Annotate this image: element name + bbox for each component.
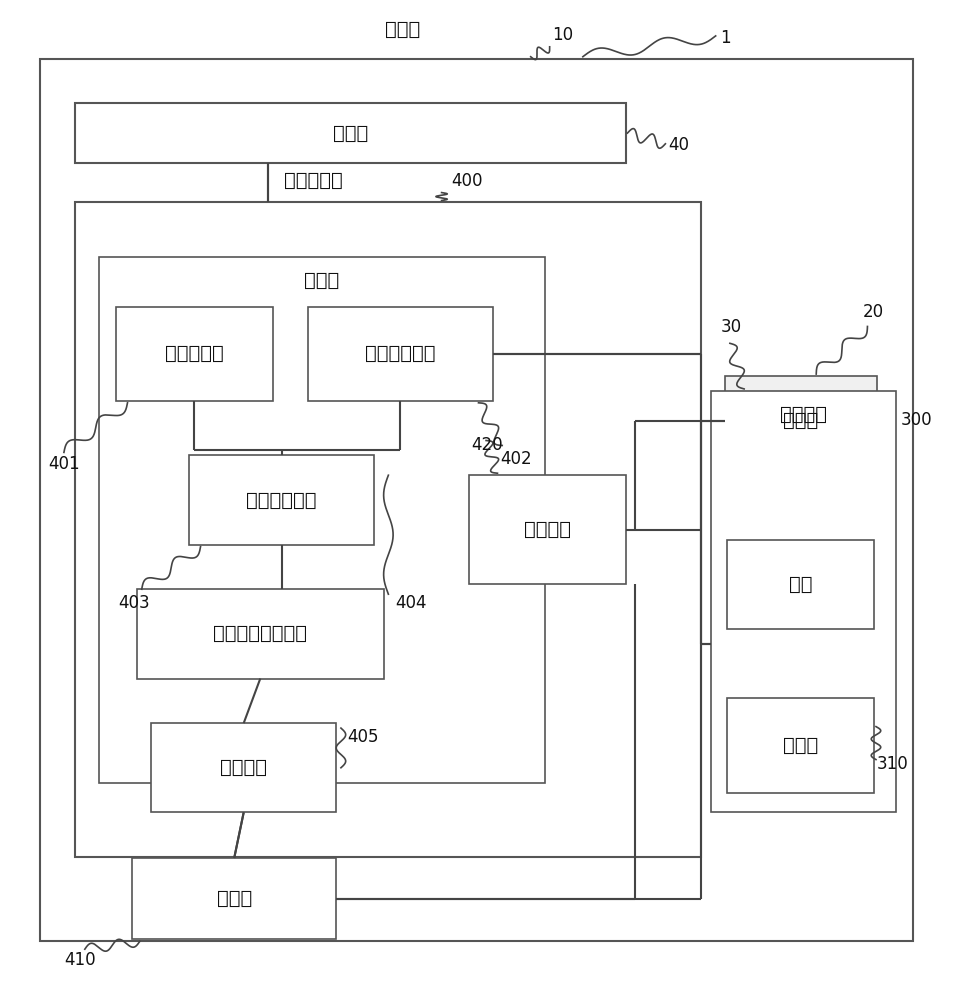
- Text: 404: 404: [395, 594, 427, 612]
- Text: 显示屏: 显示屏: [783, 736, 818, 755]
- Bar: [727, 540, 874, 629]
- Text: 310: 310: [877, 755, 909, 773]
- Text: 40: 40: [668, 136, 689, 154]
- Text: 处理器: 处理器: [216, 889, 252, 908]
- Text: 播放组件: 播放组件: [780, 405, 827, 424]
- Text: 数据库模块: 数据库模块: [165, 344, 224, 363]
- Text: 30: 30: [721, 318, 742, 336]
- Text: 401: 401: [48, 455, 79, 473]
- Text: 电路控制板: 电路控制板: [284, 171, 343, 190]
- Text: 阅读机: 阅读机: [385, 20, 420, 39]
- Text: 402: 402: [501, 450, 532, 468]
- Text: 阅读输出获取模块: 阅读输出获取模块: [213, 624, 307, 643]
- Text: 图像获取模块: 图像获取模块: [365, 344, 435, 363]
- Bar: [99, 257, 545, 783]
- Text: 佩戴部: 佩戴部: [333, 124, 368, 143]
- Bar: [40, 59, 913, 941]
- Text: 420: 420: [471, 436, 502, 454]
- Bar: [137, 589, 384, 678]
- Text: 10: 10: [552, 26, 573, 44]
- Text: 图像识别模块: 图像识别模块: [246, 490, 317, 510]
- Text: 405: 405: [347, 728, 379, 746]
- Text: 300: 300: [901, 411, 932, 429]
- Text: 20: 20: [862, 303, 884, 321]
- Text: 摄像头: 摄像头: [784, 411, 818, 430]
- Text: 403: 403: [118, 594, 149, 612]
- Bar: [308, 307, 493, 401]
- Bar: [469, 475, 626, 584]
- Bar: [189, 455, 374, 545]
- Text: 400: 400: [451, 172, 482, 190]
- Bar: [76, 202, 701, 857]
- Bar: [725, 376, 877, 465]
- Bar: [116, 307, 273, 401]
- Bar: [76, 103, 626, 163]
- Bar: [151, 723, 336, 812]
- Text: 喇叭: 喇叭: [789, 575, 812, 594]
- Bar: [132, 858, 336, 939]
- Bar: [727, 698, 874, 793]
- Text: 410: 410: [64, 951, 96, 969]
- Text: 外设接口: 外设接口: [523, 520, 570, 539]
- Text: 输出模块: 输出模块: [220, 758, 267, 777]
- Text: 1: 1: [721, 29, 731, 47]
- Text: 存储器: 存储器: [304, 271, 340, 290]
- Bar: [711, 391, 896, 812]
